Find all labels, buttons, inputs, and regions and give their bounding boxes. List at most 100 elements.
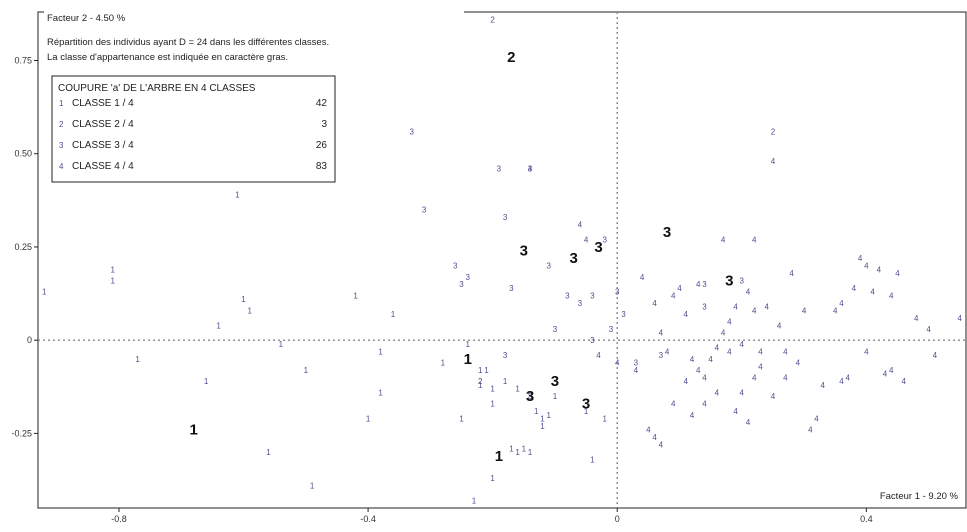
class-label-1: 1 — [464, 351, 472, 368]
data-point-class-3: 3 — [459, 280, 464, 289]
legend-label-1: CLASSE 1 / 4 — [72, 98, 134, 109]
data-point-class-3: 3 — [509, 284, 514, 293]
data-point-class-4: 4 — [671, 400, 676, 409]
header-line-1: Facteur 2 - 4.50 % — [47, 13, 126, 24]
legend: COUPURE 'a' DE L'ARBRE EN 4 CLASSES 1 CL… — [51, 75, 336, 183]
data-point-class-4: 4 — [858, 254, 863, 263]
data-point-class-3: 3 — [659, 351, 664, 360]
data-point-class-4: 4 — [752, 306, 757, 315]
data-point-class-4: 4 — [901, 377, 906, 386]
data-point-class-1: 1 — [546, 411, 551, 420]
data-point-class-4: 4 — [758, 362, 763, 371]
data-point-class-4: 4 — [802, 306, 807, 315]
data-point-class-4: 4 — [702, 373, 707, 382]
data-point-class-4: 4 — [702, 400, 707, 409]
data-point-class-4: 4 — [870, 288, 875, 297]
data-point-class-4: 4 — [852, 284, 857, 293]
data-point-class-1: 1 — [441, 359, 446, 368]
data-point-class-4: 4 — [877, 265, 882, 274]
x-tick-label: -0.4 — [360, 514, 376, 524]
data-point-class-4: 4 — [833, 306, 838, 315]
data-point-class-1: 1 — [135, 355, 140, 364]
data-point-class-1: 1 — [266, 448, 271, 457]
data-point-class-4: 4 — [578, 221, 583, 230]
class-label-3: 3 — [582, 396, 590, 413]
data-point-class-1: 1 — [478, 366, 483, 375]
data-point-class-1: 1 — [366, 414, 371, 423]
header-line-2: Répartition des individus ayant D = 24 d… — [47, 37, 329, 48]
class-label-3: 3 — [663, 224, 671, 241]
data-point-class-1: 1 — [310, 482, 315, 491]
data-point-class-3: 3 — [634, 359, 639, 368]
class-label-3: 3 — [594, 239, 602, 256]
data-point-class-4: 4 — [883, 370, 888, 379]
data-point-class-3: 3 — [609, 325, 614, 334]
legend-title: COUPURE 'a' DE L'ARBRE EN 4 CLASSES — [58, 83, 256, 94]
data-point-class-1: 1 — [111, 277, 116, 286]
data-point-class-1: 1 — [42, 288, 47, 297]
data-point-class-1: 1 — [590, 456, 595, 465]
data-point-class-1: 1 — [490, 474, 495, 483]
y-tick-label: 0.50 — [14, 149, 32, 159]
data-point-class-3: 3 — [702, 303, 707, 312]
data-point-class-1: 1 — [459, 414, 464, 423]
data-point-class-4: 4 — [721, 329, 726, 338]
legend-label-4: CLASSE 4 / 4 — [72, 161, 134, 172]
data-point-class-1: 1 — [540, 414, 545, 423]
data-point-class-4: 4 — [528, 165, 533, 174]
data-point-class-4: 4 — [752, 235, 757, 244]
data-point-class-3: 3 — [466, 273, 471, 282]
class-label-3: 3 — [725, 273, 733, 290]
class-label-2: 2 — [507, 49, 515, 66]
class-label-3: 3 — [526, 388, 534, 405]
header-line-3: La classe d'appartenance est indiquée en… — [47, 52, 288, 63]
data-point-class-3: 3 — [528, 165, 533, 174]
data-point-class-1: 1 — [490, 400, 495, 409]
data-point-class-4: 4 — [652, 299, 657, 308]
data-point-class-3: 3 — [528, 392, 533, 401]
data-point-class-4: 4 — [615, 359, 620, 368]
data-point-class-1: 1 — [466, 340, 471, 349]
legend-count-4: 83 — [316, 161, 328, 172]
data-point-class-1: 1 — [515, 385, 520, 394]
class-label-3: 3 — [520, 243, 528, 260]
data-point-class-4: 4 — [659, 441, 664, 450]
legend-box — [51, 75, 336, 183]
data-point-class-4: 4 — [708, 355, 713, 364]
data-point-class-4: 4 — [721, 235, 726, 244]
data-point-class-4: 4 — [839, 299, 844, 308]
class-label-1: 1 — [495, 448, 503, 465]
data-point-class-4: 4 — [845, 373, 850, 382]
data-point-class-4: 4 — [696, 280, 701, 289]
data-point-class-4: 4 — [640, 273, 645, 282]
data-point-class-4: 4 — [821, 381, 826, 390]
data-point-class-3: 3 — [422, 206, 427, 215]
data-point-class-3: 3 — [409, 127, 414, 136]
data-point-class-2: 2 — [478, 377, 483, 386]
data-point-class-2: 2 — [490, 15, 495, 24]
data-point-class-3: 3 — [497, 165, 502, 174]
data-point-class-1: 1 — [528, 448, 533, 457]
data-point-class-4: 4 — [740, 340, 745, 349]
data-point-class-4: 4 — [814, 414, 819, 423]
legend-count-1: 42 — [316, 98, 328, 109]
data-point-class-2: 2 — [771, 127, 776, 136]
data-point-class-4: 4 — [839, 377, 844, 386]
data-point-class-1: 1 — [603, 414, 608, 423]
data-point-class-4: 4 — [690, 411, 695, 420]
x-tick-label: 0.4 — [860, 514, 873, 524]
data-point-class-3: 3 — [503, 213, 508, 222]
data-point-class-4: 4 — [684, 377, 689, 386]
data-point-class-4: 4 — [758, 347, 763, 356]
legend-label-2: CLASSE 2 / 4 — [72, 119, 134, 130]
data-point-class-4: 4 — [727, 318, 732, 327]
data-point-class-1: 1 — [111, 265, 116, 274]
data-point-class-4: 4 — [771, 157, 776, 166]
data-point-class-4: 4 — [677, 284, 682, 293]
data-point-class-1: 1 — [515, 448, 520, 457]
data-point-class-1: 1 — [235, 191, 240, 200]
data-point-class-4: 4 — [659, 329, 664, 338]
data-point-class-4: 4 — [684, 310, 689, 319]
data-point-class-1: 1 — [584, 407, 589, 416]
data-point-class-4: 4 — [783, 347, 788, 356]
